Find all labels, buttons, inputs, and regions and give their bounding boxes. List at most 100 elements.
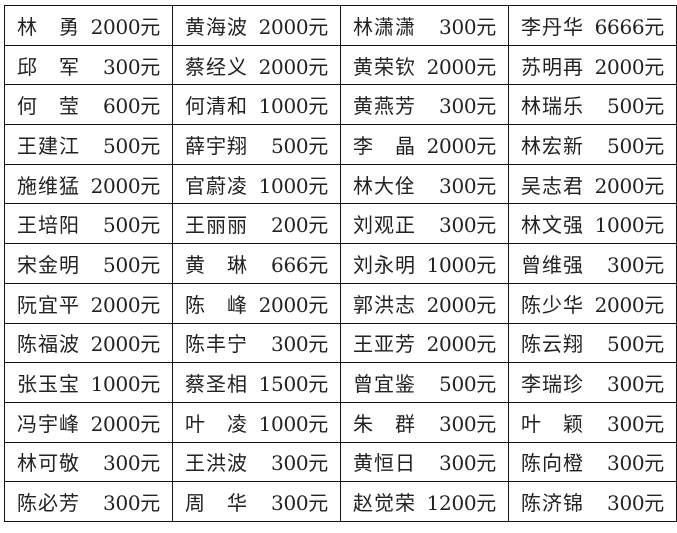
donor-entry: 冯宇峰 2000元 — [5, 408, 172, 437]
table-cell: 黄荣钦 2000元 — [340, 44, 509, 86]
donor-name: 黄恒日 — [353, 451, 415, 476]
donation-amount: 500元 — [607, 94, 664, 119]
donation-amount: 300元 — [607, 451, 664, 476]
table-cell: 刘永明 1000元 — [340, 243, 509, 284]
table-cell: 陈济锦 300元 — [508, 481, 677, 522]
table-cell: 何清和 1000元 — [172, 84, 341, 126]
table-cell: 苏明再 2000元 — [508, 44, 677, 86]
table-cell: 官蔚凌 1000元 — [172, 163, 341, 205]
table-cell: 林宏新 500元 — [508, 124, 677, 165]
donor-entry: 林宏新 500元 — [509, 130, 676, 159]
donor-entry: 蔡经义 2000元 — [173, 51, 340, 80]
table-cell: 刘观正 300元 — [340, 203, 509, 245]
table-cell: 蔡圣相 1500元 — [172, 362, 341, 403]
donor-entry: 林潇潇 300元 — [341, 11, 508, 40]
donation-amount: 2000元 — [258, 292, 329, 317]
donor-entry: 李瑞珍 300元 — [509, 368, 676, 397]
table-cell: 蔡经义 2000元 — [172, 44, 341, 86]
donor-entry: 薛宇翔 500元 — [173, 130, 340, 159]
donor-name: 陈丰宁 — [185, 332, 247, 357]
donor-name: 刘观正 — [353, 213, 415, 238]
donor-name: 李 晶 — [353, 133, 415, 158]
table-cell: 林大佺 300元 — [340, 163, 509, 205]
table-cell: 曾维强 300元 — [508, 243, 677, 284]
donor-entry: 曾维强 300元 — [509, 249, 676, 278]
donor-name: 周 华 — [185, 491, 247, 516]
donor-entry: 陈福波 2000元 — [5, 328, 172, 357]
donation-amount: 500元 — [271, 133, 328, 158]
donation-amount: 2000元 — [594, 54, 665, 79]
donor-name: 蔡经义 — [185, 54, 247, 79]
donation-amount: 300元 — [103, 54, 160, 79]
donor-entry: 黄荣钦 2000元 — [341, 51, 508, 80]
table-cell: 林文强 1000元 — [508, 203, 677, 245]
donation-amount: 1000元 — [258, 94, 329, 119]
donor-name: 叶 凌 — [185, 411, 247, 436]
donation-amount: 500元 — [439, 372, 496, 397]
table-cell: 黄恒日 300元 — [340, 441, 509, 483]
donor-name: 陈向橙 — [521, 451, 583, 476]
donor-name: 王建江 — [17, 133, 79, 158]
table-cell: 张玉宝 1000元 — [4, 362, 173, 403]
donor-entry: 何清和 1000元 — [173, 90, 340, 119]
table-cell: 何 莹 600元 — [4, 84, 173, 126]
donor-entry: 周 华 300元 — [173, 487, 340, 516]
donor-name: 陈济锦 — [521, 491, 583, 516]
donation-amount: 2000元 — [90, 411, 161, 436]
table-cell: 曾宜鉴 500元 — [340, 362, 509, 403]
table-cell: 王亚芳 2000元 — [340, 322, 509, 364]
donor-name: 黄燕芳 — [353, 94, 415, 119]
table-cell: 王丽丽 200元 — [172, 203, 341, 245]
donation-amount: 2000元 — [258, 14, 329, 39]
table-row: 王建江 500元 薛宇翔 500元李 晶 2000元 林宏新 500元 — [4, 124, 677, 165]
donation-amount: 500元 — [103, 252, 160, 277]
donor-entry: 官蔚凌 1000元 — [173, 170, 340, 199]
donor-name: 陈福波 — [17, 332, 79, 357]
donation-amount: 600元 — [103, 94, 160, 119]
donor-name: 蔡圣相 — [185, 372, 247, 397]
donor-name: 吴志君 — [521, 173, 583, 198]
table-cell: 叶 颖 300元 — [508, 401, 677, 443]
donation-amount: 2000元 — [426, 54, 497, 79]
donor-entry: 何 莹 600元 — [5, 90, 172, 119]
donation-amount: 300元 — [439, 94, 496, 119]
donor-name: 施维猛 — [17, 173, 79, 198]
donation-amount: 300元 — [439, 411, 496, 436]
donation-amount: 300元 — [439, 173, 496, 198]
donor-entry: 宋金明 500元 — [5, 249, 172, 278]
donor-name: 曾维强 — [521, 252, 583, 277]
donor-name: 宋金明 — [17, 252, 79, 277]
table-row: 林 勇 2000元 黄海波 2000元 林潇潇 300元 李丹华 6666元 — [4, 5, 677, 46]
donor-entry: 王洪波 300元 — [173, 447, 340, 476]
table-cell: 黄燕芳 300元 — [340, 84, 509, 126]
donor-name: 郭洪志 — [353, 292, 415, 317]
table-row: 张玉宝 1000元 蔡圣相 1500元 曾宜鉴 500元 李瑞珍 300元 — [4, 362, 677, 403]
donor-entry: 朱 群 300元 — [341, 408, 508, 437]
donor-entry: 叶 颖 300元 — [509, 408, 676, 437]
table-cell: 宋金明 500元 — [4, 243, 173, 284]
donor-name: 邱 军 — [17, 54, 79, 79]
donor-name: 林文强 — [521, 213, 583, 238]
table-cell: 林 勇 2000元 — [4, 5, 173, 46]
donor-name: 黄海波 — [185, 14, 247, 39]
donor-entry: 施维猛 2000元 — [5, 170, 172, 199]
donor-entry: 陈济锦 300元 — [509, 487, 676, 516]
donation-amount: 6666元 — [594, 14, 665, 39]
donation-amount: 2000元 — [426, 133, 497, 158]
donor-name: 张玉宝 — [17, 372, 79, 397]
donation-amount: 200元 — [271, 213, 328, 238]
donor-name: 林可敬 — [17, 451, 79, 476]
donation-amount: 300元 — [439, 213, 496, 238]
donor-entry: 郭洪志 2000元 — [341, 289, 508, 318]
donor-entry: 邱 军 300元 — [5, 51, 172, 80]
donor-name: 官蔚凌 — [185, 173, 247, 198]
donation-amount: 300元 — [439, 14, 496, 39]
donor-name: 陈必芳 — [17, 491, 79, 516]
donation-amount: 500元 — [607, 332, 664, 357]
donation-amount: 300元 — [271, 332, 328, 357]
donor-name: 王培阳 — [17, 213, 79, 238]
table-cell: 陈少华 2000元 — [508, 282, 677, 324]
donation-amount: 1000元 — [258, 411, 329, 436]
donor-entry: 黄恒日 300元 — [341, 447, 508, 476]
donation-amount: 300元 — [103, 451, 160, 476]
